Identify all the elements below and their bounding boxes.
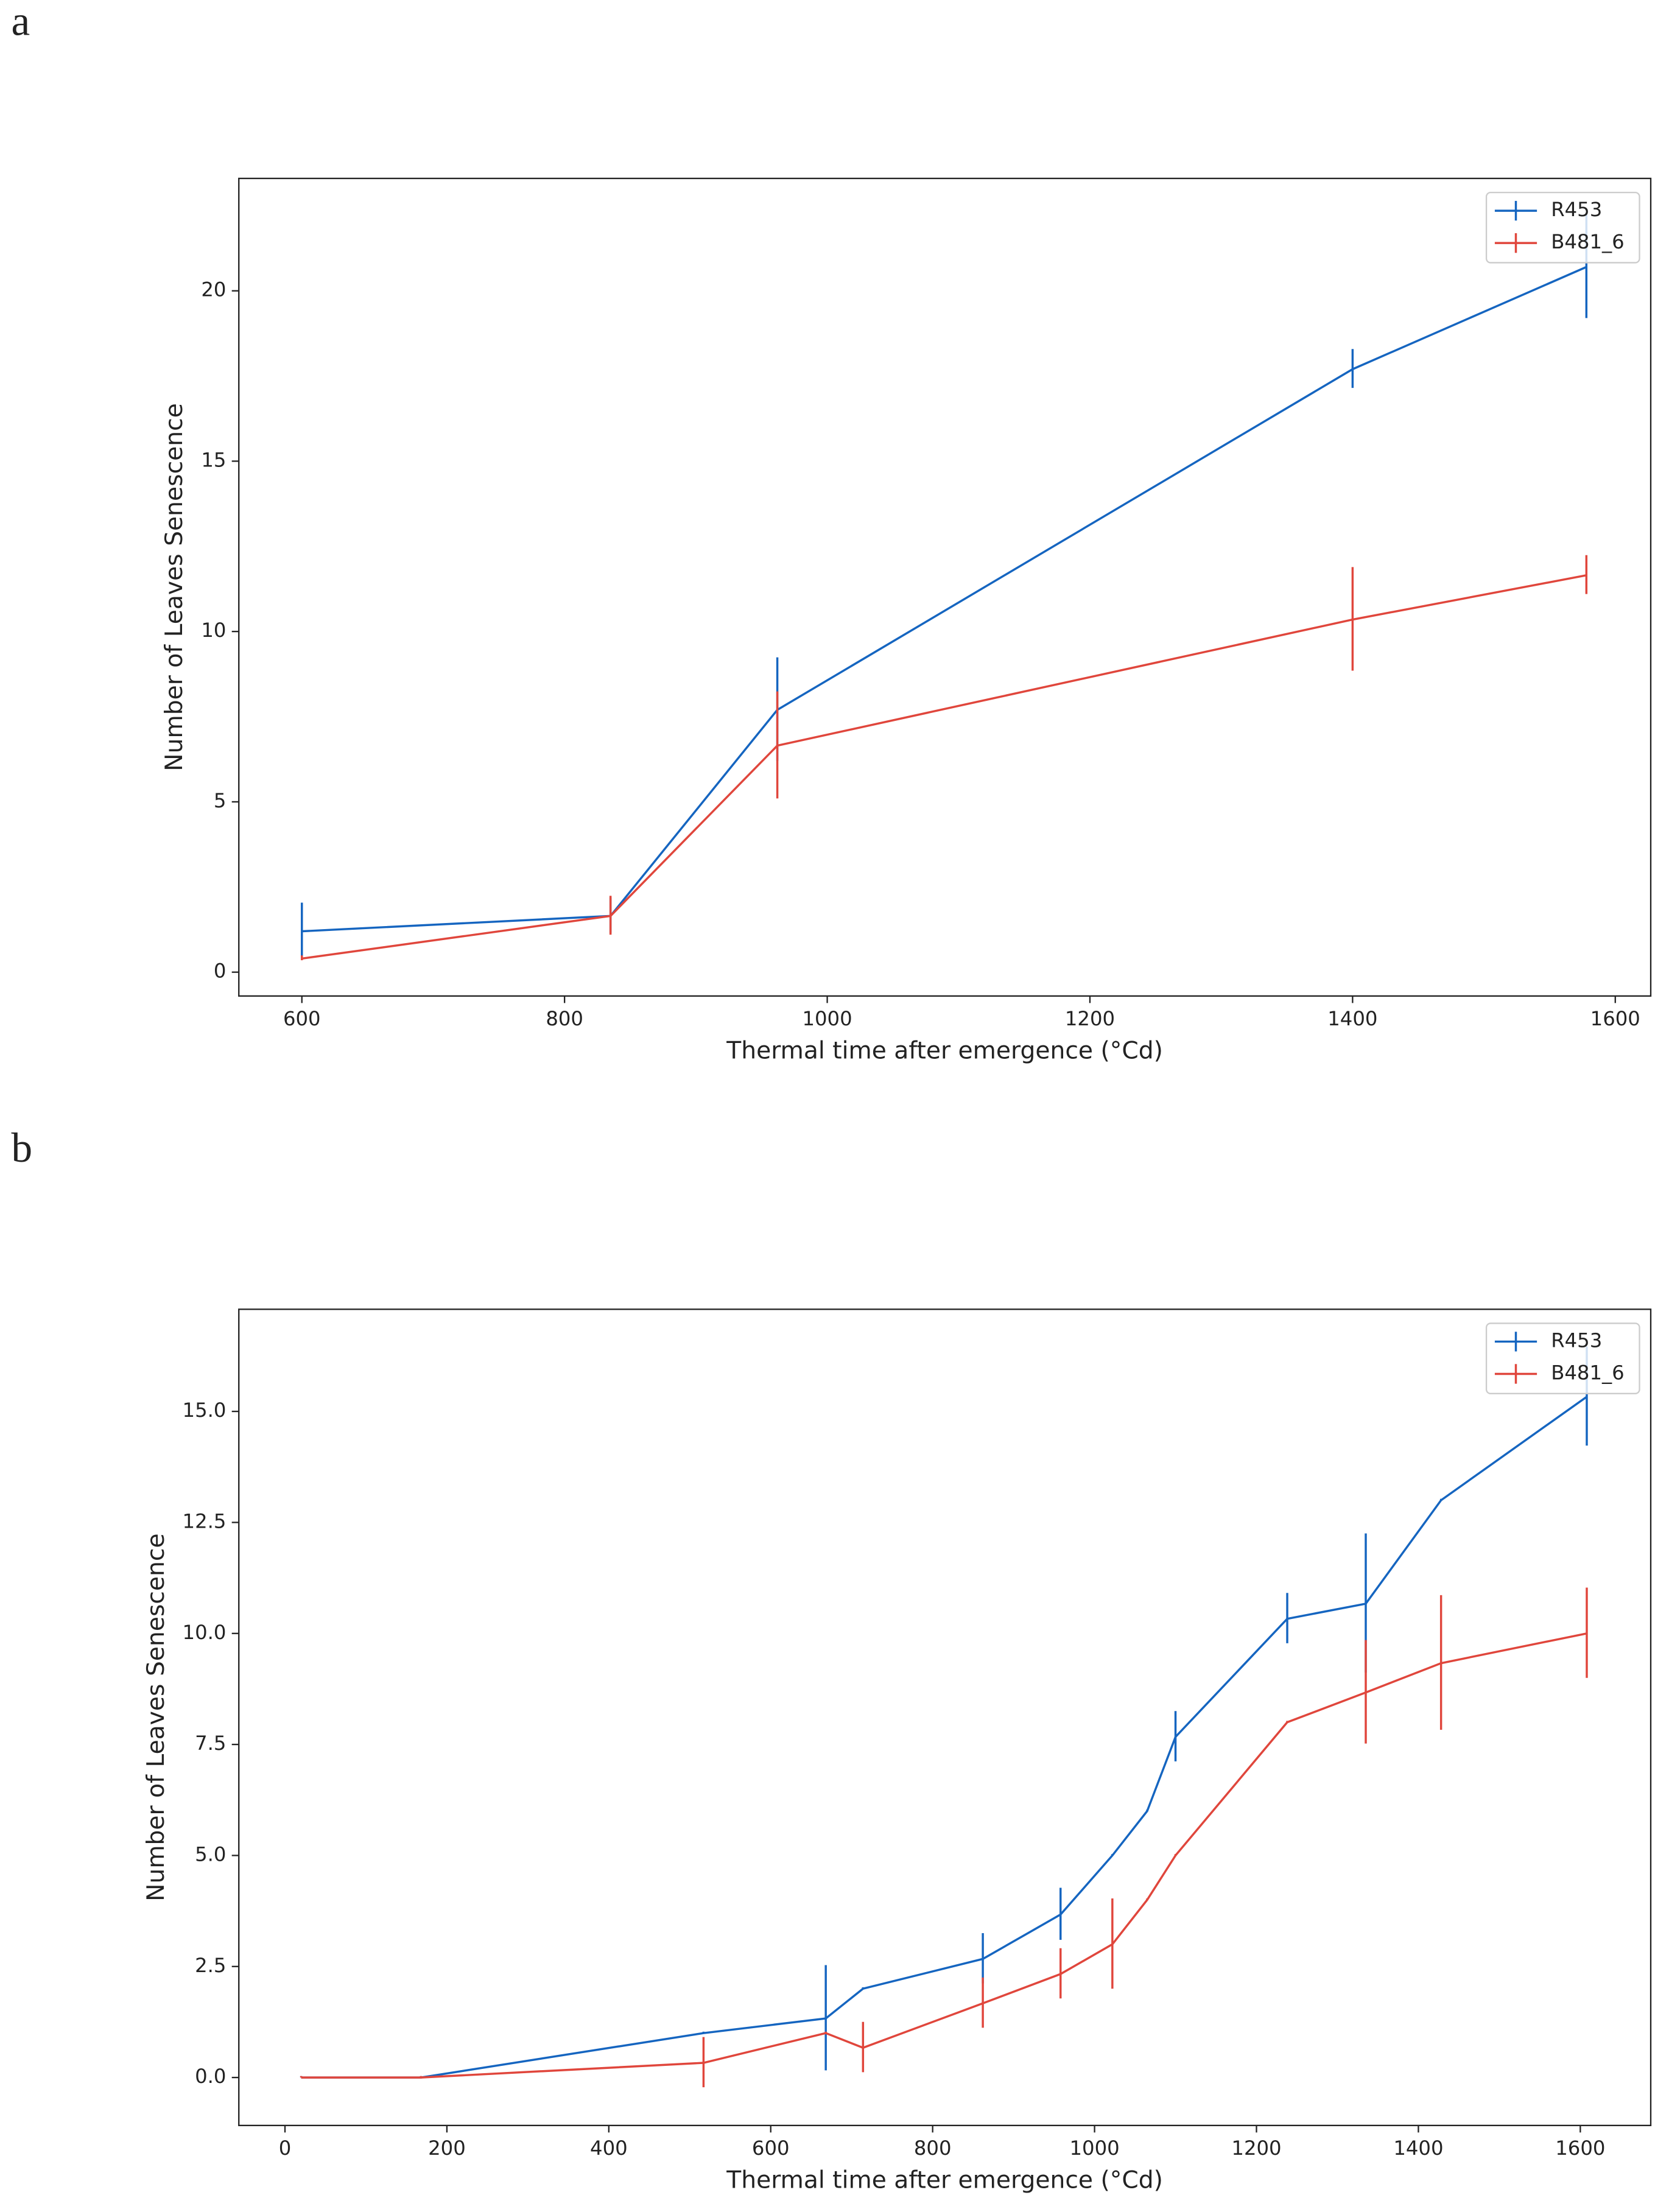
y-tick-label: 15.0 [183,1399,227,1422]
series-line [301,1632,1587,2079]
series-line [301,574,1587,960]
x-axis-label: Thermal time after emergence (°Cd) [726,2167,1163,2194]
y-tick-label: 12.5 [183,1509,227,1533]
y-tick-label: 0.0 [195,2065,226,2088]
y-tick-label: 7.5 [195,1732,226,1755]
legend-label: B481_6 [1551,230,1625,253]
plot-frame [238,1308,1652,2127]
series-line [301,1396,1587,2079]
y-tick-label: 15 [201,448,226,471]
x-tick-label: 600 [283,1007,321,1030]
y-tick-label: 10 [201,619,226,642]
y-tick-label: 10.0 [183,1621,227,1644]
x-tick-label: 1400 [1393,2137,1443,2160]
series-line [301,265,1587,933]
x-tick-label: 200 [428,2137,466,2160]
legend-label: R453 [1551,1329,1602,1352]
y-axis-label: Number of Leaves Senescence [161,403,188,771]
x-tick-label: 1200 [1065,1007,1115,1030]
x-tick-label: 800 [914,2137,952,2160]
x-tick-label: 0 [279,2137,292,2160]
y-tick-label: 5.0 [195,1842,226,1866]
x-tick-label: 1600 [1590,1007,1640,1030]
x-tick-label: 1000 [1069,2137,1119,2160]
panel-label: b [11,1124,32,1171]
legend-label: B481_6 [1551,1361,1625,1384]
panel-label: a [11,0,30,44]
y-tick-label: 2.5 [195,1954,226,1977]
x-tick-label: 800 [546,1007,583,1030]
legend-label: R453 [1551,198,1602,221]
x-tick-label: 400 [590,2137,628,2160]
x-tick-label: 1000 [802,1007,852,1030]
y-tick-label: 20 [201,278,226,301]
x-axis-label: Thermal time after emergence (°Cd) [726,1038,1163,1065]
y-axis-label: Number of Leaves Senescence [142,1533,170,1901]
x-tick-label: 600 [752,2137,790,2160]
x-tick-label: 1400 [1327,1007,1377,1030]
y-tick-label: 5 [214,789,227,812]
plot-frame [238,177,1652,997]
x-tick-label: 1200 [1231,2137,1281,2160]
y-tick-label: 0 [214,960,227,983]
x-tick-label: 1600 [1555,2137,1605,2160]
